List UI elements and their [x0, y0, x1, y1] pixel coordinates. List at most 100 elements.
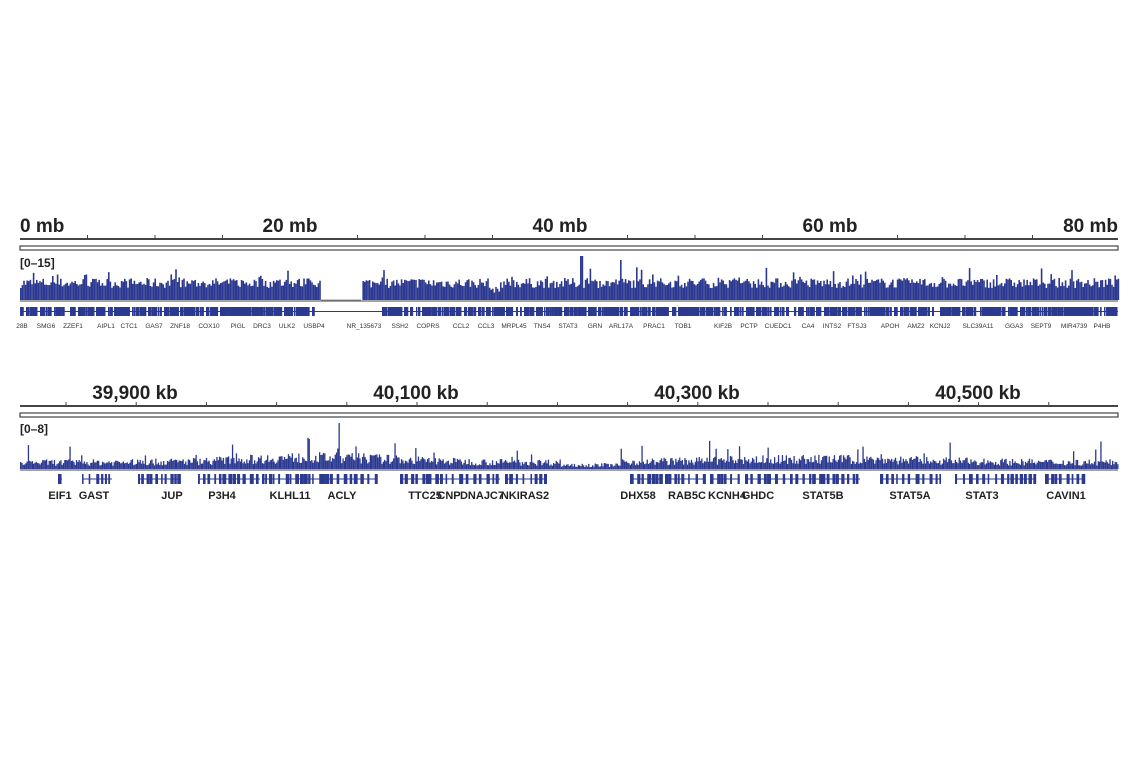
coverage-bar — [126, 462, 128, 469]
coverage-bar — [363, 453, 365, 469]
coverage-bar — [792, 272, 795, 300]
coverage-bar — [109, 281, 112, 300]
coverage-bar — [221, 282, 224, 300]
coverage-bar — [121, 462, 123, 469]
exon-block — [312, 474, 314, 484]
coverage-bar — [441, 460, 443, 469]
coverage-bar — [618, 465, 620, 469]
exon-block — [486, 474, 490, 484]
coverage-bar — [872, 459, 875, 469]
coverage-bar — [368, 279, 371, 300]
coverage-bar — [36, 463, 39, 469]
coverage-bar — [1000, 460, 1002, 469]
coverage-bar — [136, 283, 139, 300]
coverage-bar — [695, 285, 697, 300]
exon-block — [688, 474, 690, 484]
coverage-bar — [819, 463, 821, 469]
coverage-bar — [481, 460, 483, 469]
coverage-bar — [613, 282, 616, 300]
coverage-bar — [400, 459, 403, 469]
coverage-bar — [616, 463, 618, 469]
coverage-bar — [682, 287, 684, 300]
gene-label: INTS2 — [823, 323, 842, 330]
gene-label: P3H4 — [208, 490, 236, 502]
coverage-bar — [189, 459, 191, 469]
coverage-bar — [421, 279, 424, 300]
coverage-bar — [258, 277, 260, 300]
coverage-bar — [1053, 463, 1055, 469]
coverage-bar — [384, 284, 387, 300]
coverage-bar — [625, 461, 628, 469]
coverage-bar — [291, 453, 293, 469]
coverage-bar — [911, 459, 914, 469]
coverage-bar — [354, 460, 356, 469]
coverage-bar — [743, 281, 745, 300]
coverage-bar — [220, 457, 222, 469]
coverage-bar — [880, 454, 882, 469]
exon-block — [1045, 474, 1049, 484]
coverage-bar — [606, 463, 608, 469]
gene-label: COPRS — [416, 323, 440, 330]
coverage-bar — [220, 283, 222, 300]
coverage-bar — [764, 462, 767, 469]
coverage-bar — [1084, 461, 1086, 469]
exon-block — [319, 474, 323, 484]
coverage-bar — [802, 281, 804, 300]
coverage-bar — [1099, 461, 1101, 469]
coverage-bar — [386, 454, 388, 469]
coverage-bar — [560, 466, 563, 469]
coverage-bar — [42, 278, 44, 300]
coverage-bar — [532, 462, 534, 469]
coverage-bar — [879, 460, 881, 469]
coverage-bar — [629, 281, 632, 300]
exon-block — [138, 474, 141, 484]
coverage-bar — [672, 460, 674, 469]
coverage-bar — [436, 282, 438, 300]
coverage-bar — [914, 283, 916, 300]
coverage-bar — [33, 463, 35, 469]
coverage-bar — [928, 463, 930, 469]
coverage-bar — [450, 462, 452, 469]
exon-block — [367, 474, 370, 484]
coverage-bar — [1069, 278, 1072, 300]
coverage-bar — [571, 463, 573, 469]
coverage-bar — [174, 459, 176, 469]
exon-block — [534, 474, 538, 484]
coverage-bar — [638, 461, 641, 469]
coverage-bar — [952, 463, 954, 469]
coverage-bar — [1047, 461, 1049, 469]
coverage-bar — [503, 281, 505, 300]
coverage-bar — [1015, 463, 1018, 469]
coverage-bar — [1054, 463, 1057, 469]
coverage-bar — [647, 463, 650, 469]
exon-block — [505, 474, 508, 484]
coverage-bar — [273, 461, 275, 469]
coverage-bar — [1095, 281, 1097, 300]
coverage-bar — [593, 466, 595, 469]
coverage-bar — [534, 463, 537, 469]
overview-ruler: 0 mb 20 mb 40 mb 60 mb 80 mb — [19, 216, 1119, 251]
coverage-bar — [917, 283, 920, 300]
coverage-bar — [1092, 285, 1094, 300]
coverage-bar — [902, 458, 904, 469]
coverage-bar — [1079, 465, 1081, 469]
coverage-bar — [167, 280, 169, 300]
coverage-bar — [960, 279, 963, 300]
coverage-bar — [946, 462, 949, 469]
ruler-label: 20 mb — [263, 216, 318, 237]
coverage-bar — [410, 457, 412, 469]
coverage-bar — [107, 462, 109, 469]
coverage-bar — [205, 287, 208, 300]
coverage-bar — [281, 456, 283, 469]
coverage-bar — [777, 455, 780, 469]
coverage-bar — [563, 464, 565, 469]
coverage-bar — [685, 286, 688, 300]
coverage-bar — [1017, 463, 1019, 469]
coverage-bar — [408, 459, 410, 469]
coverage-bar — [757, 462, 759, 469]
coverage-bar — [760, 281, 763, 300]
coverage-bar — [471, 280, 473, 300]
gene-label: NR_135673 — [347, 323, 382, 330]
coverage-bar — [1106, 284, 1108, 300]
coverage-bar — [1097, 461, 1099, 469]
